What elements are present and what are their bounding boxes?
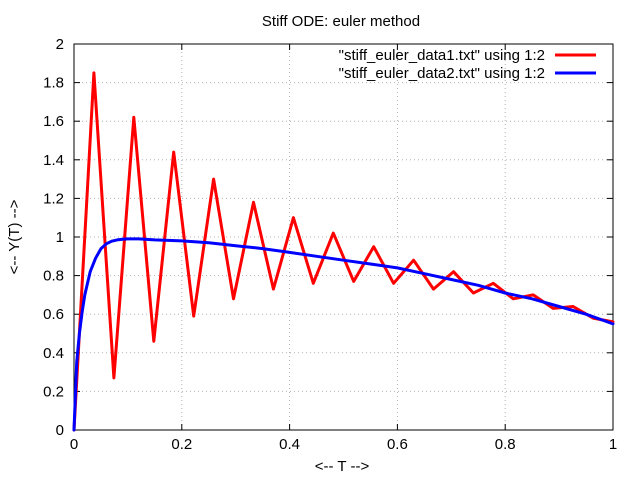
- x-tick-label: 0.4: [279, 436, 300, 453]
- y-tick-label: 0.8: [43, 268, 64, 285]
- grid: [74, 44, 613, 430]
- series-line-1: [72, 71, 615, 432]
- y-tick-label: 1: [56, 229, 64, 246]
- y-tick-label: 0.4: [43, 345, 64, 362]
- y-tick-label: 0.2: [43, 383, 64, 400]
- y-tick-label: 1.4: [43, 152, 64, 169]
- legend-label-1: "stiff_euler_data1.txt" using 1:2: [339, 47, 545, 64]
- legend: "stiff_euler_data1.txt" using 1:2"stiff_…: [339, 47, 596, 82]
- legend-label-2: "stiff_euler_data2.txt" using 1:2: [339, 65, 545, 82]
- axes: 0 0.2 0.4 0.6 0.8 1 0 0.2 0.4 0.6 0.8 1 1.2 1.4 1.6 1.8…: [43, 36, 617, 453]
- x-tick-label: 0.2: [171, 436, 192, 453]
- series-line-2: [72, 237, 615, 432]
- y-tick-label: 1.6: [43, 113, 64, 130]
- y-tick-label: 1.2: [43, 190, 64, 207]
- y-tick-label: 0.6: [43, 306, 64, 323]
- chart-title: Stiff ODE: euler method: [262, 13, 420, 30]
- y-tick-label: 2: [56, 36, 64, 53]
- x-axis-label: <-- T -->: [315, 458, 370, 475]
- x-tick-label: 0.8: [495, 436, 516, 453]
- x-tick-label: 0.6: [387, 436, 408, 453]
- x-tick-label: 0: [70, 436, 78, 453]
- y-tick-label: 1.8: [43, 75, 64, 92]
- series: [72, 71, 615, 432]
- y-axis-label: <-- Y(T) -->: [6, 199, 23, 274]
- x-tick-label: 1: [609, 436, 617, 453]
- y-tick-label: 0: [56, 422, 64, 439]
